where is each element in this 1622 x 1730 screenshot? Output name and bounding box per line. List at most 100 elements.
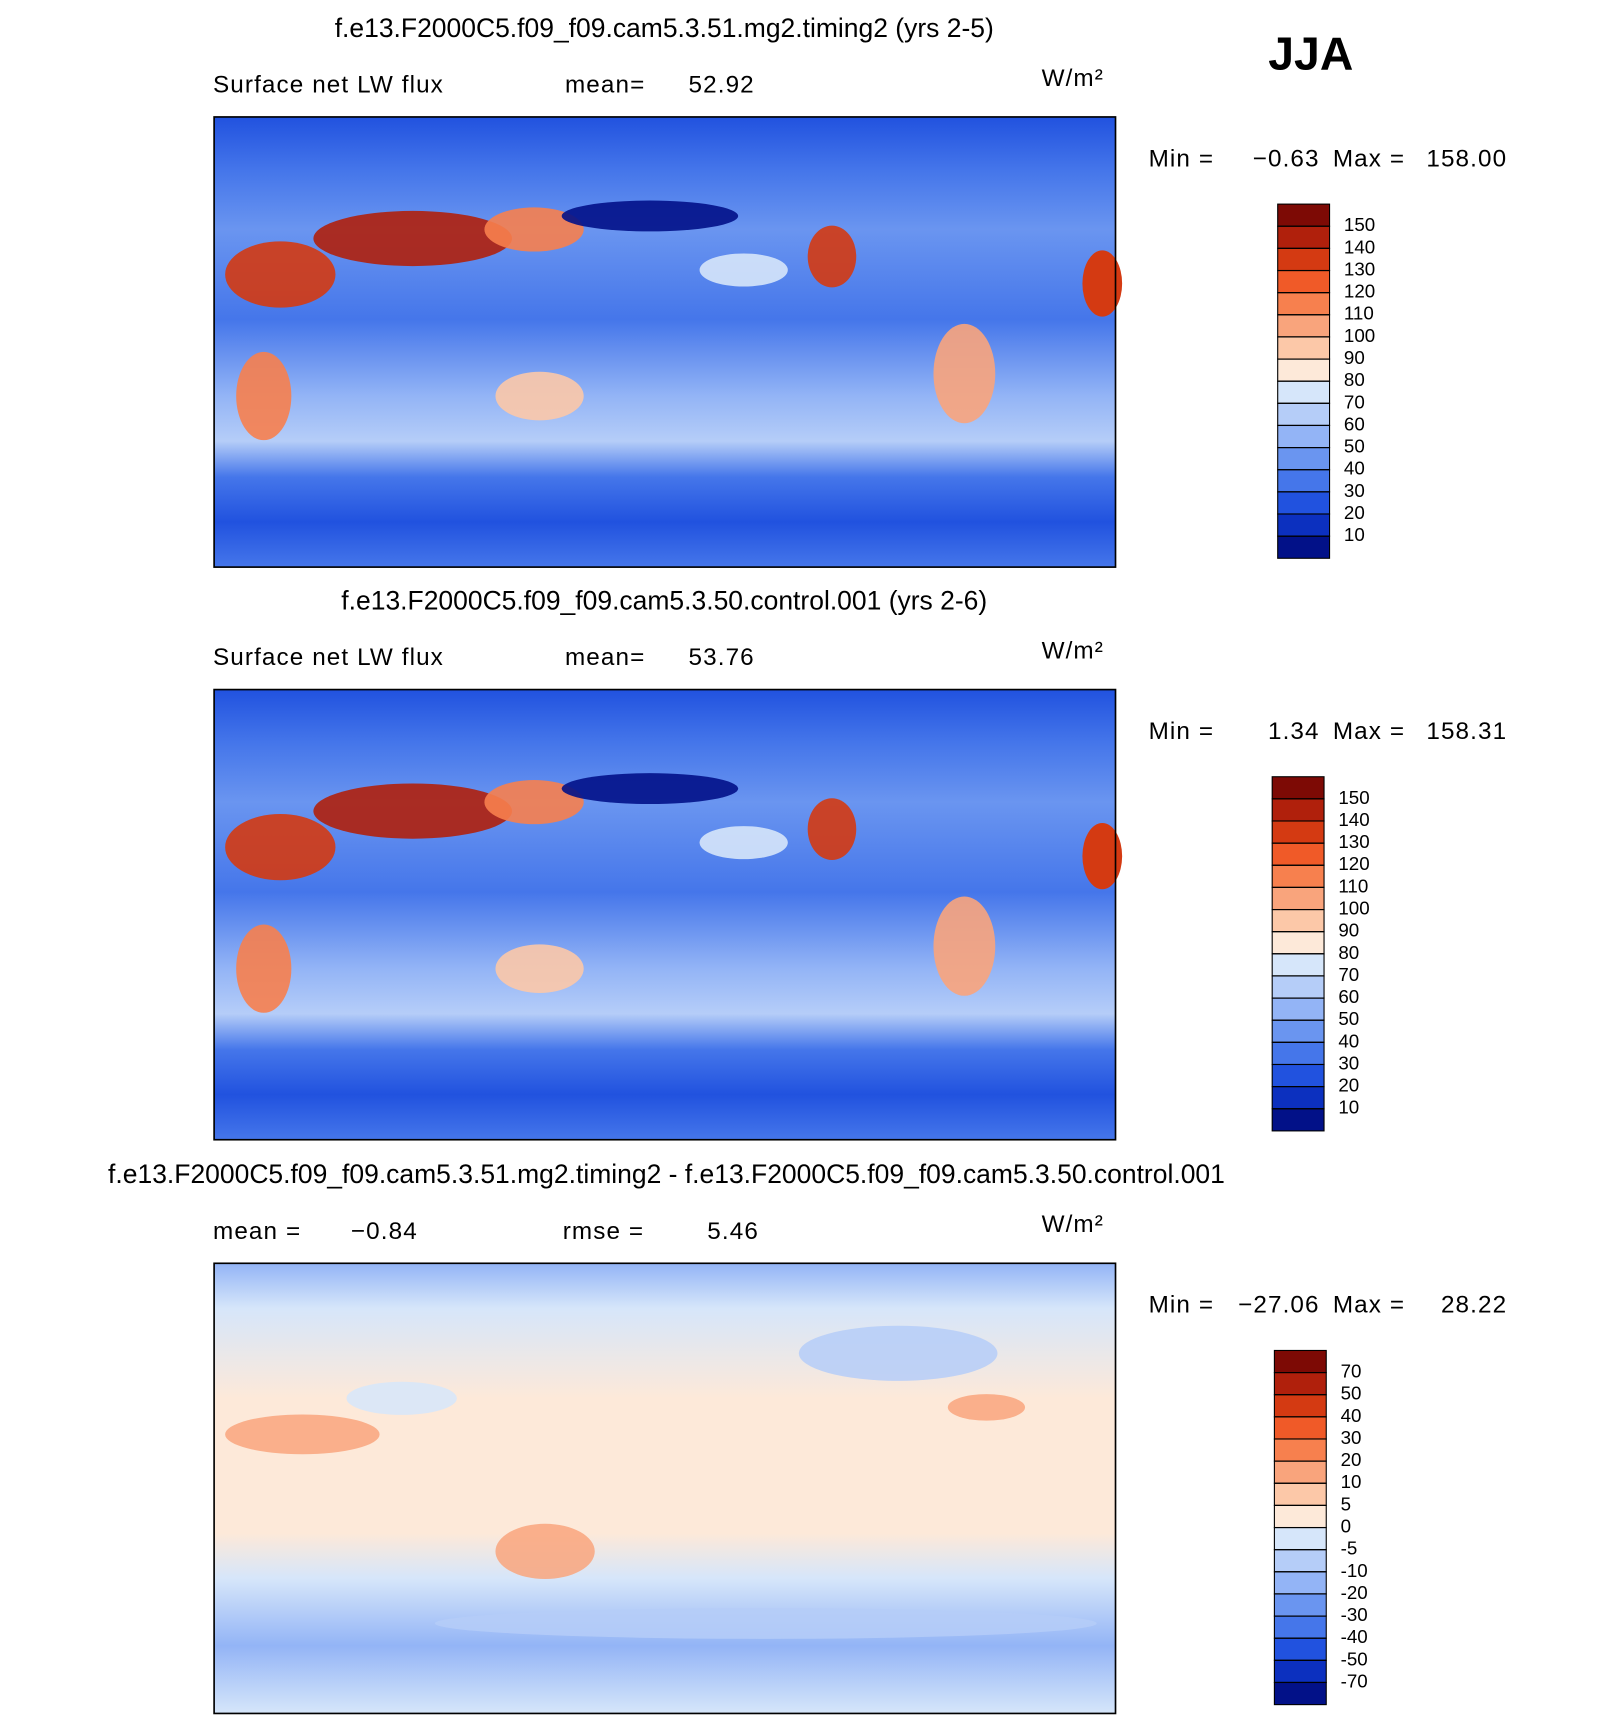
colorbar-label: -70 <box>1341 1670 1368 1691</box>
colorbar-box <box>1273 1504 1327 1529</box>
stat-label: rmse = <box>563 1218 644 1245</box>
colorbar-box <box>1277 380 1331 404</box>
colorbar-label: 50 <box>1344 436 1365 457</box>
map-feature <box>495 1523 595 1579</box>
colorbar-box <box>1273 1571 1327 1595</box>
colorbar-box <box>1277 225 1331 249</box>
colorbar-box <box>1273 1394 1327 1418</box>
colorbar-label: 140 <box>1338 809 1369 830</box>
colorbar-label: -10 <box>1341 1560 1368 1581</box>
colorbar-label: 10 <box>1344 524 1365 545</box>
panel-title: f.e13.F2000C5.f09_f09.cam5.3.51.mg2.timi… <box>108 1159 1225 1189</box>
stat-value: −0.84 <box>351 1218 418 1245</box>
colorbar-box <box>1271 1086 1325 1110</box>
colorbar-label: 20 <box>1341 1449 1362 1470</box>
colorbar-box <box>1277 203 1331 227</box>
units: W/m² <box>1042 1211 1104 1238</box>
colorbar-box <box>1271 997 1325 1021</box>
colorbar-label: 30 <box>1341 1427 1362 1448</box>
colorbar-label: 120 <box>1344 281 1375 302</box>
min-label: Min = <box>1149 1292 1215 1319</box>
map-feature <box>947 1394 1026 1421</box>
colorbar-box <box>1277 292 1331 316</box>
colorbar-label: 120 <box>1338 853 1369 874</box>
stat-label: mean= <box>565 71 645 98</box>
colorbar-box <box>1273 1482 1327 1506</box>
map-frame <box>213 1262 1117 1715</box>
colorbar-box <box>1271 975 1325 999</box>
map-frame <box>213 688 1117 1141</box>
colorbar-label: 60 <box>1344 413 1365 434</box>
map-feature <box>484 207 584 252</box>
panel-title: f.e13.F2000C5.f09_f09.cam5.3.50.control.… <box>341 585 987 615</box>
colorbar-label: 40 <box>1338 1030 1359 1051</box>
colorbar-label: -20 <box>1341 1582 1368 1603</box>
colorbar-label: 100 <box>1344 325 1375 346</box>
colorbar-box <box>1271 776 1325 800</box>
colorbar-label: 30 <box>1338 1052 1359 1073</box>
map-feature <box>798 1325 998 1381</box>
colorbar-label: 5 <box>1341 1493 1351 1514</box>
colorbar-box <box>1271 1063 1325 1088</box>
colorbar-box <box>1271 864 1325 888</box>
colorbar-box <box>1271 842 1325 866</box>
map-feature <box>225 814 336 881</box>
colorbar-label: 40 <box>1341 1405 1362 1426</box>
map-feature <box>933 896 996 996</box>
colorbar-label: 150 <box>1338 787 1369 808</box>
colorbar-label: -40 <box>1341 1626 1368 1647</box>
map-feature <box>434 1607 1097 1639</box>
colorbar-label: 70 <box>1344 391 1365 412</box>
colorbar-box <box>1273 1438 1327 1462</box>
field-name: Surface net LW flux <box>213 71 444 98</box>
map-feature <box>225 241 336 308</box>
colorbar-box <box>1277 424 1331 449</box>
colorbar-box <box>1273 1460 1327 1484</box>
colorbar-label: 10 <box>1341 1471 1362 1492</box>
map-feature <box>699 253 788 287</box>
units: W/m² <box>1042 65 1104 92</box>
max-label: Max = <box>1333 145 1405 172</box>
colorbar-box <box>1277 513 1331 537</box>
map-feature <box>495 371 584 421</box>
colorbar-box <box>1277 358 1331 382</box>
colorbar-label: 70 <box>1338 964 1359 985</box>
min-label: Min = <box>1149 145 1215 172</box>
colorbar-label: 110 <box>1344 303 1374 324</box>
colorbar-box <box>1277 247 1331 272</box>
map-feature <box>933 323 996 424</box>
map-feature <box>495 944 584 993</box>
colorbar-box <box>1271 798 1325 822</box>
colorbar-box <box>1271 931 1325 955</box>
colorbar-label: 40 <box>1344 458 1365 479</box>
colorbar-box <box>1273 1615 1327 1639</box>
max-value: 158.31 <box>1426 718 1507 745</box>
max-label: Max = <box>1333 1292 1405 1319</box>
max-value: 28.22 <box>1441 1292 1507 1319</box>
field-name: Surface net LW flux <box>213 644 444 671</box>
stat-value: 53.76 <box>689 644 755 671</box>
colorbar-label: 80 <box>1344 369 1365 390</box>
colorbar-label: 20 <box>1338 1075 1359 1096</box>
stat-label: mean = <box>213 1218 301 1245</box>
colorbar-label: 110 <box>1338 875 1368 896</box>
map-feature <box>807 225 857 288</box>
colorbar-box <box>1277 535 1331 559</box>
map-feature <box>1082 250 1123 317</box>
map-feature <box>561 200 739 232</box>
max-value: 158.00 <box>1426 145 1507 172</box>
colorbar-box <box>1277 269 1331 294</box>
colorbar-label: 150 <box>1344 214 1375 235</box>
stat-label: mean= <box>565 644 645 671</box>
colorbar-box <box>1273 1637 1327 1661</box>
colorbar-label: 130 <box>1338 831 1369 852</box>
colorbar-label: 10 <box>1338 1097 1359 1118</box>
colorbar-box <box>1271 1108 1325 1132</box>
max-label: Max = <box>1333 718 1405 745</box>
map-feature <box>484 780 584 825</box>
colorbar-box <box>1271 1041 1325 1066</box>
colorbar-box <box>1271 953 1325 977</box>
colorbar-box <box>1277 447 1331 471</box>
colorbar-box <box>1271 820 1325 844</box>
